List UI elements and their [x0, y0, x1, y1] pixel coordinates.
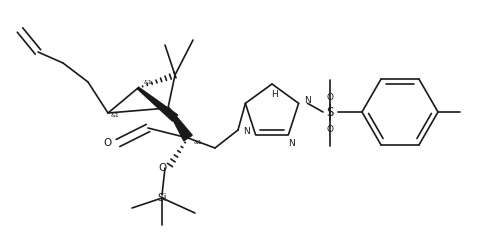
Text: O: O — [158, 163, 166, 173]
Text: Si: Si — [157, 193, 167, 203]
Text: &1: &1 — [144, 79, 152, 85]
Text: O: O — [326, 93, 334, 102]
Polygon shape — [167, 107, 192, 141]
Text: S: S — [326, 106, 334, 118]
Text: O: O — [326, 125, 334, 133]
Text: N: N — [243, 127, 250, 136]
Text: N: N — [304, 96, 311, 105]
Text: &1: &1 — [111, 113, 119, 118]
Polygon shape — [137, 87, 178, 121]
Text: &1: &1 — [194, 140, 203, 145]
Text: N: N — [288, 139, 295, 148]
Text: O: O — [103, 138, 111, 148]
Text: H: H — [272, 90, 279, 98]
